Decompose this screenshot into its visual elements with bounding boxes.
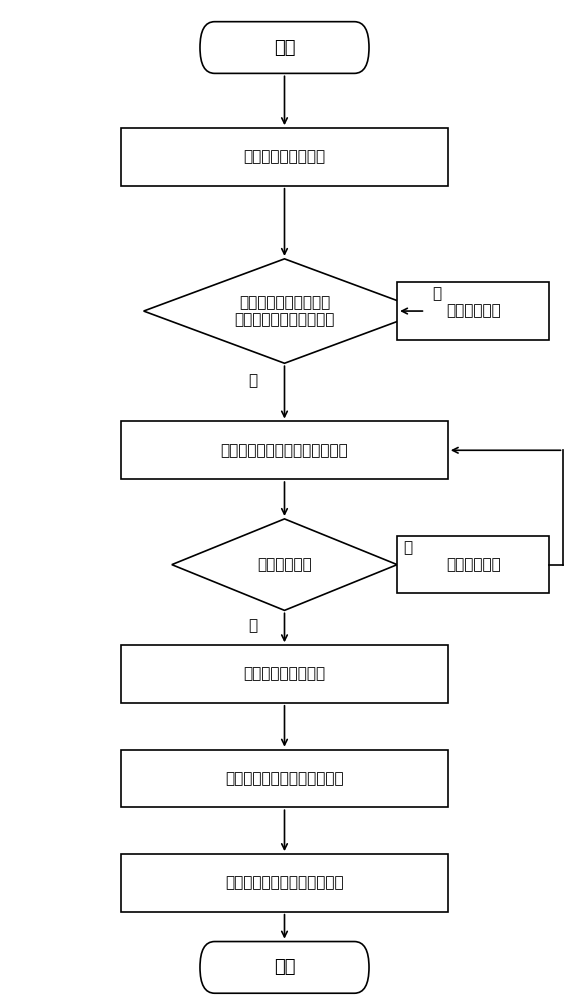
- FancyBboxPatch shape: [200, 22, 369, 73]
- Text: 进行时间调度表切换: 进行时间调度表切换: [244, 667, 325, 682]
- Text: 继续分区执行: 继续分区执行: [446, 557, 501, 572]
- Text: 请求时间调度表切换: 请求时间调度表切换: [244, 149, 325, 164]
- FancyBboxPatch shape: [121, 421, 448, 479]
- FancyBboxPatch shape: [121, 854, 448, 912]
- Text: 是: 是: [248, 618, 257, 633]
- Polygon shape: [172, 519, 397, 610]
- Text: 执行时间调度表调度切换动作: 执行时间调度表调度切换动作: [225, 875, 344, 890]
- Text: 结束: 结束: [274, 958, 295, 976]
- Text: 当前运行的时间调度表
不是要切换的时间调度表: 当前运行的时间调度表 不是要切换的时间调度表: [234, 295, 335, 327]
- Polygon shape: [143, 259, 426, 363]
- FancyBboxPatch shape: [121, 128, 448, 186]
- Text: 是: 是: [248, 373, 257, 388]
- FancyBboxPatch shape: [397, 536, 549, 593]
- FancyBboxPatch shape: [200, 942, 369, 993]
- Text: 否: 否: [432, 286, 441, 301]
- Text: 切换时间点到: 切换时间点到: [257, 557, 312, 572]
- Text: 按照切换后的时间调度表调度: 按照切换后的时间调度表调度: [225, 771, 344, 786]
- FancyBboxPatch shape: [121, 645, 448, 703]
- Text: 设置请求切换时间调度表的标志: 设置请求切换时间调度表的标志: [221, 443, 348, 458]
- FancyBboxPatch shape: [121, 750, 448, 807]
- Text: 否: 否: [403, 540, 412, 555]
- FancyBboxPatch shape: [397, 282, 549, 340]
- Text: 开始: 开始: [274, 39, 295, 57]
- Text: 请求切换失败: 请求切换失败: [446, 304, 501, 319]
